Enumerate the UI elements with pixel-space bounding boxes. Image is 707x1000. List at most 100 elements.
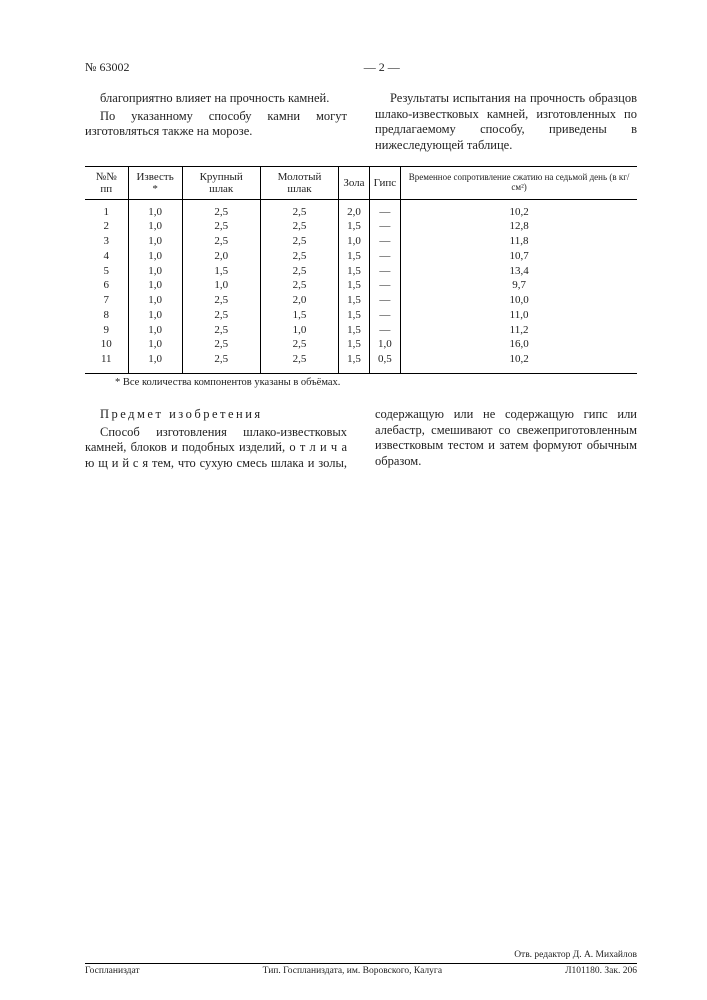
table-cell: 1,5: [260, 308, 339, 323]
table-cell: 11,8: [401, 235, 637, 250]
table-cell: —: [369, 235, 401, 250]
table-cell: 1,0: [339, 235, 369, 250]
table-cell: 3: [85, 235, 128, 250]
table-cell: 5: [85, 264, 128, 279]
table-cell: 1,5: [339, 294, 369, 309]
table-row: 41,02,02,51,5—10,7: [85, 249, 637, 264]
table-cell: 1,0: [128, 235, 182, 250]
table-cell: —: [369, 308, 401, 323]
claims-section: Предмет изобретения Способ изготовления …: [85, 407, 637, 472]
table-row: 61,01,02,51,5—9,7: [85, 279, 637, 294]
table-cell: 1: [85, 199, 128, 220]
table-cell: 11: [85, 353, 128, 374]
table-cell: 12,8: [401, 220, 637, 235]
table-cell: 2,5: [182, 308, 260, 323]
imprint-line: Госпланиздат Тип. Госпланиздата, им. Вор…: [85, 963, 637, 978]
colophon: Отв. редактор Д. А. Михайлов Госпланизда…: [85, 950, 637, 978]
table-cell: 1,5: [339, 338, 369, 353]
editor-line: Отв. редактор Д. А. Михайлов: [85, 950, 637, 962]
col-num: №№ пп: [85, 166, 128, 199]
table-cell: 4: [85, 249, 128, 264]
table-cell: 8: [85, 308, 128, 323]
table-cell: —: [369, 199, 401, 220]
col-ash: Зола: [339, 166, 369, 199]
para-1: благоприятно влияет на прочность камней.: [85, 91, 347, 107]
printer: Тип. Госпланиздата, им. Воровского, Калу…: [263, 966, 442, 978]
para-3: Результаты испытания на прочность образц…: [375, 91, 637, 154]
col-strength: Временное сопро­тивление сжатию на седьм…: [401, 166, 637, 199]
table-cell: 2,5: [182, 323, 260, 338]
para-2: По указанному способу камни могут изгото…: [85, 109, 347, 140]
table-header-row: №№ пп Известь * Крупный шлак Молотый шла…: [85, 166, 637, 199]
table-row: 51,01,52,51,5—13,4: [85, 264, 637, 279]
table-row: 101,02,52,51,51,016,0: [85, 338, 637, 353]
table-cell: 2,5: [182, 294, 260, 309]
table-cell: 1,0: [369, 338, 401, 353]
table-cell: —: [369, 294, 401, 309]
doc-number: № 63002: [85, 60, 129, 75]
table-cell: 10,2: [401, 199, 637, 220]
table-cell: 2,5: [182, 235, 260, 250]
table-cell: 10,2: [401, 353, 637, 374]
table-row: 111,02,52,51,50,510,2: [85, 353, 637, 374]
table-cell: 16,0: [401, 338, 637, 353]
claims-heading: Предмет изобретения: [85, 407, 347, 423]
table-cell: 2,5: [182, 338, 260, 353]
table-cell: 1,5: [182, 264, 260, 279]
table-cell: 2,5: [260, 338, 339, 353]
table-cell: 1,5: [339, 308, 369, 323]
table-cell: 2,5: [260, 235, 339, 250]
table-cell: 9: [85, 323, 128, 338]
col-gypsum: Гипс: [369, 166, 401, 199]
table-cell: 2,5: [260, 264, 339, 279]
table-cell: 1,5: [339, 353, 369, 374]
page-number: — 2 —: [364, 60, 400, 75]
table-cell: 13,4: [401, 264, 637, 279]
table-cell: 1,0: [128, 294, 182, 309]
table-cell: 7: [85, 294, 128, 309]
table-cell: 10,0: [401, 294, 637, 309]
table-cell: 10: [85, 338, 128, 353]
table-row: 81,02,51,51,5—11,0: [85, 308, 637, 323]
table-cell: —: [369, 323, 401, 338]
table-cell: 1,0: [128, 199, 182, 220]
table-row: 11,02,52,52,0—10,2: [85, 199, 637, 220]
table-cell: 11,0: [401, 308, 637, 323]
table-cell: —: [369, 249, 401, 264]
col-ground: Молотый шлак: [260, 166, 339, 199]
table-cell: 2,5: [260, 353, 339, 374]
table-cell: 2,5: [182, 353, 260, 374]
table-cell: 2,0: [260, 294, 339, 309]
table-cell: 2,5: [260, 249, 339, 264]
table-cell: 9,7: [401, 279, 637, 294]
order-num: Л101180. Зак. 206: [565, 966, 637, 978]
table-cell: 1,0: [128, 353, 182, 374]
page: № 63002 — 2 — . благоприятно влияет на п…: [0, 0, 707, 1000]
table-cell: 2,0: [182, 249, 260, 264]
table-cell: 2: [85, 220, 128, 235]
table-cell: 1,5: [339, 220, 369, 235]
table-cell: 2,5: [182, 199, 260, 220]
table-cell: 6: [85, 279, 128, 294]
table-cell: 1,5: [339, 323, 369, 338]
table-cell: 11,2: [401, 323, 637, 338]
table-cell: 1,5: [339, 264, 369, 279]
table-cell: 0,5: [369, 353, 401, 374]
table-cell: 1,0: [260, 323, 339, 338]
table-cell: 2,5: [260, 279, 339, 294]
table-cell: 1,0: [128, 323, 182, 338]
table-body: 11,02,52,52,0—10,221,02,52,51,5—12,831,0…: [85, 199, 637, 373]
table-cell: 2,0: [339, 199, 369, 220]
table-cell: 1,0: [128, 249, 182, 264]
table-cell: 10,7: [401, 249, 637, 264]
table-cell: 1,0: [182, 279, 260, 294]
table-cell: 2,5: [260, 220, 339, 235]
table-cell: 1,0: [128, 220, 182, 235]
publisher: Госпланиздат: [85, 966, 140, 978]
table-row: 71,02,52,01,5—10,0: [85, 294, 637, 309]
table-cell: —: [369, 220, 401, 235]
intro-text: благоприятно влияет на прочность камней.…: [85, 91, 637, 154]
col-coarse: Крупный шлак: [182, 166, 260, 199]
table-cell: 2,5: [182, 220, 260, 235]
table-cell: 1,5: [339, 249, 369, 264]
